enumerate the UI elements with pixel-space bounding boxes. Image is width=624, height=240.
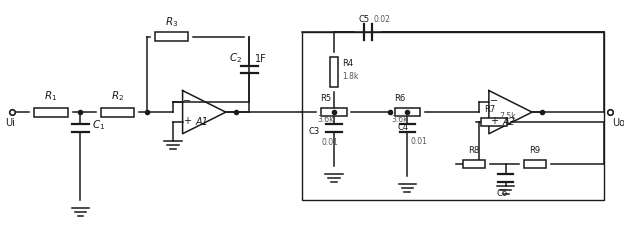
Text: R4: R4 bbox=[343, 59, 354, 68]
Text: Uo: Uo bbox=[613, 118, 624, 128]
Text: R8: R8 bbox=[469, 146, 480, 155]
Text: −: − bbox=[490, 96, 498, 107]
Text: R9: R9 bbox=[529, 146, 540, 155]
Bar bbox=[34, 108, 68, 117]
Bar bbox=[464, 160, 485, 168]
Text: Ui: Ui bbox=[5, 118, 15, 128]
Text: A2: A2 bbox=[502, 117, 515, 127]
Bar bbox=[394, 108, 420, 116]
Text: 0.01: 0.01 bbox=[321, 138, 338, 147]
Text: 3.6k: 3.6k bbox=[391, 115, 408, 124]
Text: $R_3$: $R_3$ bbox=[165, 15, 178, 29]
Text: $R_2$: $R_2$ bbox=[111, 89, 124, 103]
Text: C3: C3 bbox=[308, 127, 319, 136]
Text: 0.01: 0.01 bbox=[411, 137, 427, 145]
Text: C5: C5 bbox=[359, 15, 370, 24]
Text: 7.5k: 7.5k bbox=[499, 112, 516, 121]
Text: C4: C4 bbox=[398, 123, 409, 132]
Text: $R_1$: $R_1$ bbox=[44, 89, 57, 103]
Text: C6: C6 bbox=[496, 189, 507, 198]
Text: 3.6k: 3.6k bbox=[318, 115, 334, 124]
Text: $C_1$: $C_1$ bbox=[92, 118, 105, 132]
Bar bbox=[321, 108, 346, 116]
Text: 1.8k: 1.8k bbox=[343, 72, 359, 81]
Bar bbox=[330, 57, 338, 87]
Bar bbox=[101, 108, 135, 117]
Text: 0.02: 0.02 bbox=[373, 15, 390, 24]
Bar bbox=[481, 118, 507, 126]
Text: −: − bbox=[183, 96, 192, 107]
Text: +: + bbox=[183, 116, 192, 126]
Bar bbox=[303, 32, 604, 200]
Text: $C_2$: $C_2$ bbox=[229, 52, 242, 66]
Text: R5: R5 bbox=[320, 94, 331, 103]
Bar bbox=[524, 160, 546, 168]
Text: R7: R7 bbox=[484, 105, 495, 114]
Bar bbox=[155, 32, 188, 41]
Text: +: + bbox=[490, 116, 498, 126]
Text: 1F: 1F bbox=[255, 54, 267, 64]
Text: A1: A1 bbox=[196, 117, 208, 127]
Text: R6: R6 bbox=[394, 94, 405, 103]
